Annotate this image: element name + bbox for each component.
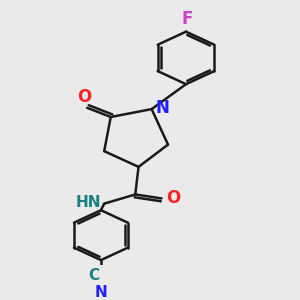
Text: HN: HN: [76, 195, 102, 210]
Text: O: O: [166, 189, 180, 207]
Text: N: N: [156, 99, 170, 117]
Text: N: N: [94, 284, 107, 299]
Text: C: C: [88, 268, 99, 283]
Text: O: O: [77, 88, 92, 106]
Text: F: F: [182, 10, 193, 28]
